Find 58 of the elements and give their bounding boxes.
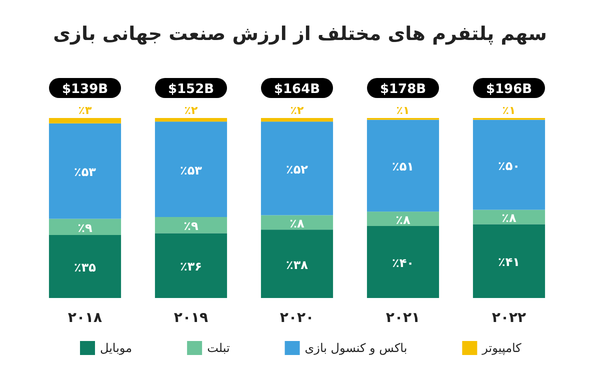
data-label: ٪۳۶: [180, 260, 202, 274]
data-label: ٪۳۵: [74, 260, 96, 274]
data-label: ٪۱: [502, 104, 516, 117]
legend-label: کامپیوتر: [481, 341, 522, 355]
bar: [48, 123, 122, 219]
annotation: $139B: [49, 78, 121, 98]
bar: [154, 233, 228, 298]
annotation: $178B: [380, 82, 426, 97]
x-tick-label: ۲۰۱۹: [174, 310, 209, 326]
annotation: $196B: [473, 78, 545, 98]
data-label: ٪۵۳: [74, 165, 97, 180]
data-label: ٪۹: [184, 219, 199, 234]
data-label: ٪۴۰: [392, 256, 414, 270]
bar: [154, 118, 228, 122]
chart-title: سهم پلتفرم های مختلف از ارزش صنعت جهانی بازی: [53, 23, 547, 45]
x-tick-label: ۲۰۲۱: [386, 310, 420, 326]
data-label: ٪۹: [78, 220, 93, 235]
bar: [48, 218, 122, 235]
data-label: ٪۴۱: [498, 255, 520, 270]
annotation: $164B: [261, 78, 333, 98]
bar: [154, 122, 228, 217]
bar: [366, 226, 440, 298]
data-label: ٪۲: [184, 104, 198, 117]
data-label: ٪۳۸: [286, 258, 309, 272]
data-label: ٪۸: [396, 212, 411, 227]
annotation: $196B: [486, 82, 532, 97]
legend-label: باکس و کنسول بازی: [304, 341, 408, 355]
data-label: ٪۵۳: [180, 163, 203, 178]
annotation: $178B: [367, 78, 439, 98]
bar: [472, 210, 546, 224]
bar: [48, 235, 122, 298]
legend-label: تبلت: [207, 341, 230, 355]
data-label: ٪۲: [290, 104, 304, 117]
data-label: ٪۵۱: [392, 160, 414, 174]
x-tick-label: ۲۰۲۲: [492, 310, 527, 326]
bar: [366, 120, 440, 212]
bar: [48, 118, 122, 124]
bar: [260, 122, 334, 216]
annotation: $152B: [168, 82, 214, 97]
annotation: $152B: [155, 78, 227, 98]
bar: [260, 118, 334, 122]
data-label: ٪۵۲: [286, 162, 309, 176]
bar: [472, 224, 546, 298]
bar: [472, 120, 546, 210]
data-label: ٪۵۰: [498, 158, 520, 173]
data-label: ٪۳: [78, 104, 92, 117]
bar: [154, 217, 228, 234]
data-label: ٪۸: [290, 216, 305, 230]
data-label: ٪۸: [502, 211, 517, 225]
annotation: $139B: [62, 82, 108, 97]
annotation: $164B: [274, 82, 320, 97]
x-tick-label: ۲۰۱۸: [68, 310, 103, 326]
x-tick-label: ۲۰۲۰: [280, 310, 314, 326]
data-label: ٪۱: [396, 104, 410, 117]
legend-label: موبایل: [100, 341, 132, 355]
bar: [260, 215, 334, 230]
bar: [260, 230, 334, 298]
bar: [366, 212, 440, 226]
